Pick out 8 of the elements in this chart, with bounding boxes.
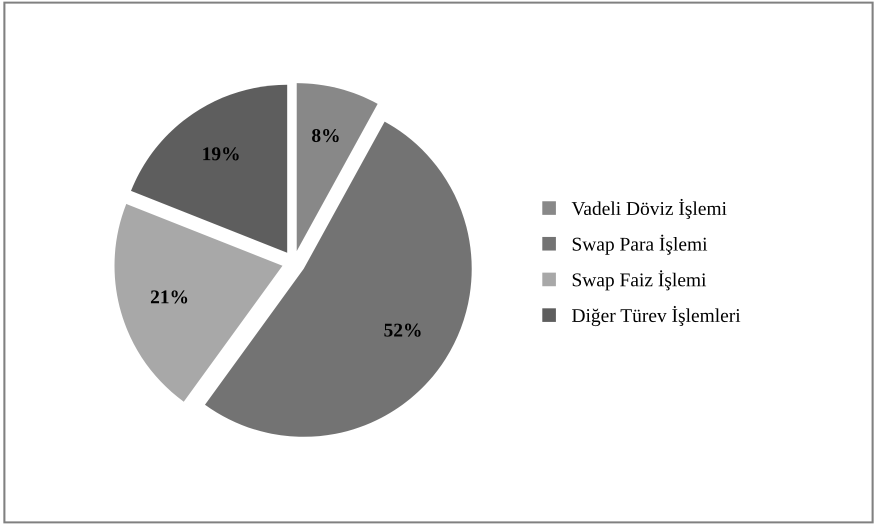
data-label: 21% — [150, 290, 188, 304]
legend-label: Diğer Türev İşlemleri — [572, 306, 740, 326]
data-label: 52% — [384, 324, 421, 337]
data-label: 19% — [203, 147, 239, 160]
legend-label: Vadeli Döviz İşlemi — [572, 198, 727, 220]
legend-label: Swap Para İşlemi — [572, 234, 708, 255]
data-label: 8% — [312, 128, 339, 142]
legend-label: Swap Faiz İşlemi — [572, 270, 706, 290]
